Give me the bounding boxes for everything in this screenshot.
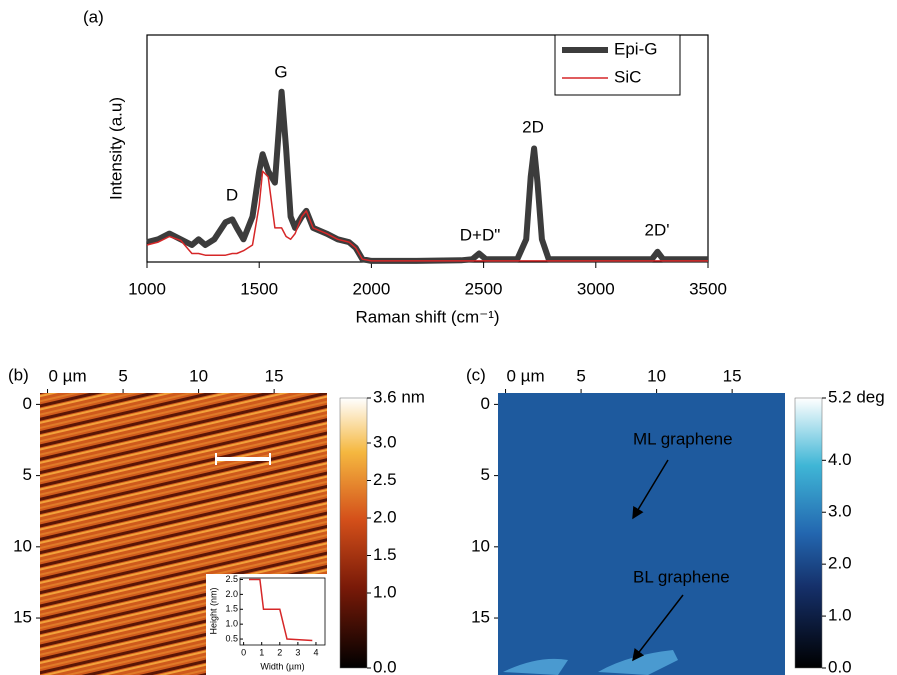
inset-x-label: Width (µm) xyxy=(260,661,304,671)
y-tick-label: 15 xyxy=(471,608,490,627)
inset-x-tick-label: 3 xyxy=(295,647,300,657)
x-tick-label: 1000 xyxy=(128,279,166,298)
colorbar-tick-label: 4.0 xyxy=(828,450,852,469)
inset-y-tick-label: 2.5 xyxy=(225,574,238,584)
inset-y-label: Height (nm) xyxy=(208,587,218,634)
colorbar-tick-label: 1.5 xyxy=(373,545,397,564)
y-tick-label: 0 xyxy=(23,394,32,413)
annotation: ML graphene xyxy=(633,429,733,448)
x-tick-label: 10 xyxy=(647,366,666,385)
y-tick-label: 5 xyxy=(481,465,490,484)
panel-label: (b) xyxy=(8,365,29,384)
x-axis-label: Raman shift (cm⁻¹) xyxy=(355,307,499,326)
peak-label: G xyxy=(274,62,287,81)
y-tick-label: 10 xyxy=(471,536,490,555)
image xyxy=(498,393,785,675)
colorbar-tick-label: 3.0 xyxy=(828,502,852,521)
colorbar xyxy=(339,397,368,669)
inset-frame xyxy=(239,577,326,646)
colorbar-tick-label: 2.5 xyxy=(373,470,397,489)
peak-label: D xyxy=(226,185,238,204)
panel-label: (a) xyxy=(83,7,104,26)
inset-line xyxy=(249,578,313,642)
legend-label: SiC xyxy=(614,67,641,86)
y-tick-label: 0 xyxy=(481,394,490,413)
colorbar xyxy=(794,397,823,669)
x-tick-label: 2500 xyxy=(465,279,503,298)
arrow xyxy=(632,459,669,520)
inset-y-tick-label: 0.5 xyxy=(225,633,238,643)
inset-bg xyxy=(206,574,327,675)
image-feature xyxy=(598,650,678,675)
x-tick-label: 1500 xyxy=(240,279,278,298)
inset-y-tick-label: 1.5 xyxy=(225,604,238,614)
colorbar-tick-label: 0.0 xyxy=(828,657,852,675)
colorbar-tick-label: 3.0 xyxy=(373,432,397,451)
arrow xyxy=(632,594,684,662)
x-tick-label: 10 xyxy=(189,366,208,385)
y-tick-label: 10 xyxy=(13,536,32,555)
colorbar-tick-label: 0.0 xyxy=(373,657,397,675)
series-line xyxy=(146,170,708,262)
y-axis-label: Intensity (a.u) xyxy=(106,97,125,200)
panel-label: (c) xyxy=(466,365,486,384)
x-tick-label: 2000 xyxy=(352,279,390,298)
inset-x-tick-label: 0 xyxy=(241,647,246,657)
image-feature xyxy=(503,658,568,675)
x-tick-label: 15 xyxy=(265,366,284,385)
x-tick-label: 5 xyxy=(576,366,585,385)
x-tick-label: 3500 xyxy=(689,279,727,298)
peak-label: D+D" xyxy=(460,225,501,244)
inset-y-tick-label: 2.0 xyxy=(225,589,238,599)
legend-label: Epi-G xyxy=(614,39,657,58)
colorbar-tick-label: 1.0 xyxy=(373,582,397,601)
x-tick-label: 0 µm xyxy=(506,366,544,385)
x-tick-label: 0 µm xyxy=(48,366,86,385)
colorbar-tick-label: 1.0 xyxy=(828,606,852,625)
colorbar-tick-label: 5.2 deg xyxy=(828,387,885,406)
peak-label: 2D' xyxy=(645,220,670,239)
x-tick-label: 5 xyxy=(118,366,127,385)
inset-x-tick-label: 4 xyxy=(313,647,318,657)
annotation: BL graphene xyxy=(633,567,730,586)
inset-y-tick-label: 1.0 xyxy=(225,619,238,629)
legend-box xyxy=(554,34,681,96)
colorbar-tick-label: 2.0 xyxy=(828,554,852,573)
x-tick-label: 15 xyxy=(723,366,742,385)
inset-x-tick-label: 2 xyxy=(277,647,282,657)
colorbar-tick-label: 3.6 nm xyxy=(373,387,425,406)
inset-x-tick-label: 1 xyxy=(259,647,264,657)
colorbar-tick-label: 2.0 xyxy=(373,507,397,526)
peak-label: 2D xyxy=(522,117,544,136)
series-line xyxy=(146,88,708,264)
x-tick-label: 3000 xyxy=(577,279,615,298)
y-tick-label: 5 xyxy=(23,465,32,484)
y-tick-label: 15 xyxy=(13,608,32,627)
